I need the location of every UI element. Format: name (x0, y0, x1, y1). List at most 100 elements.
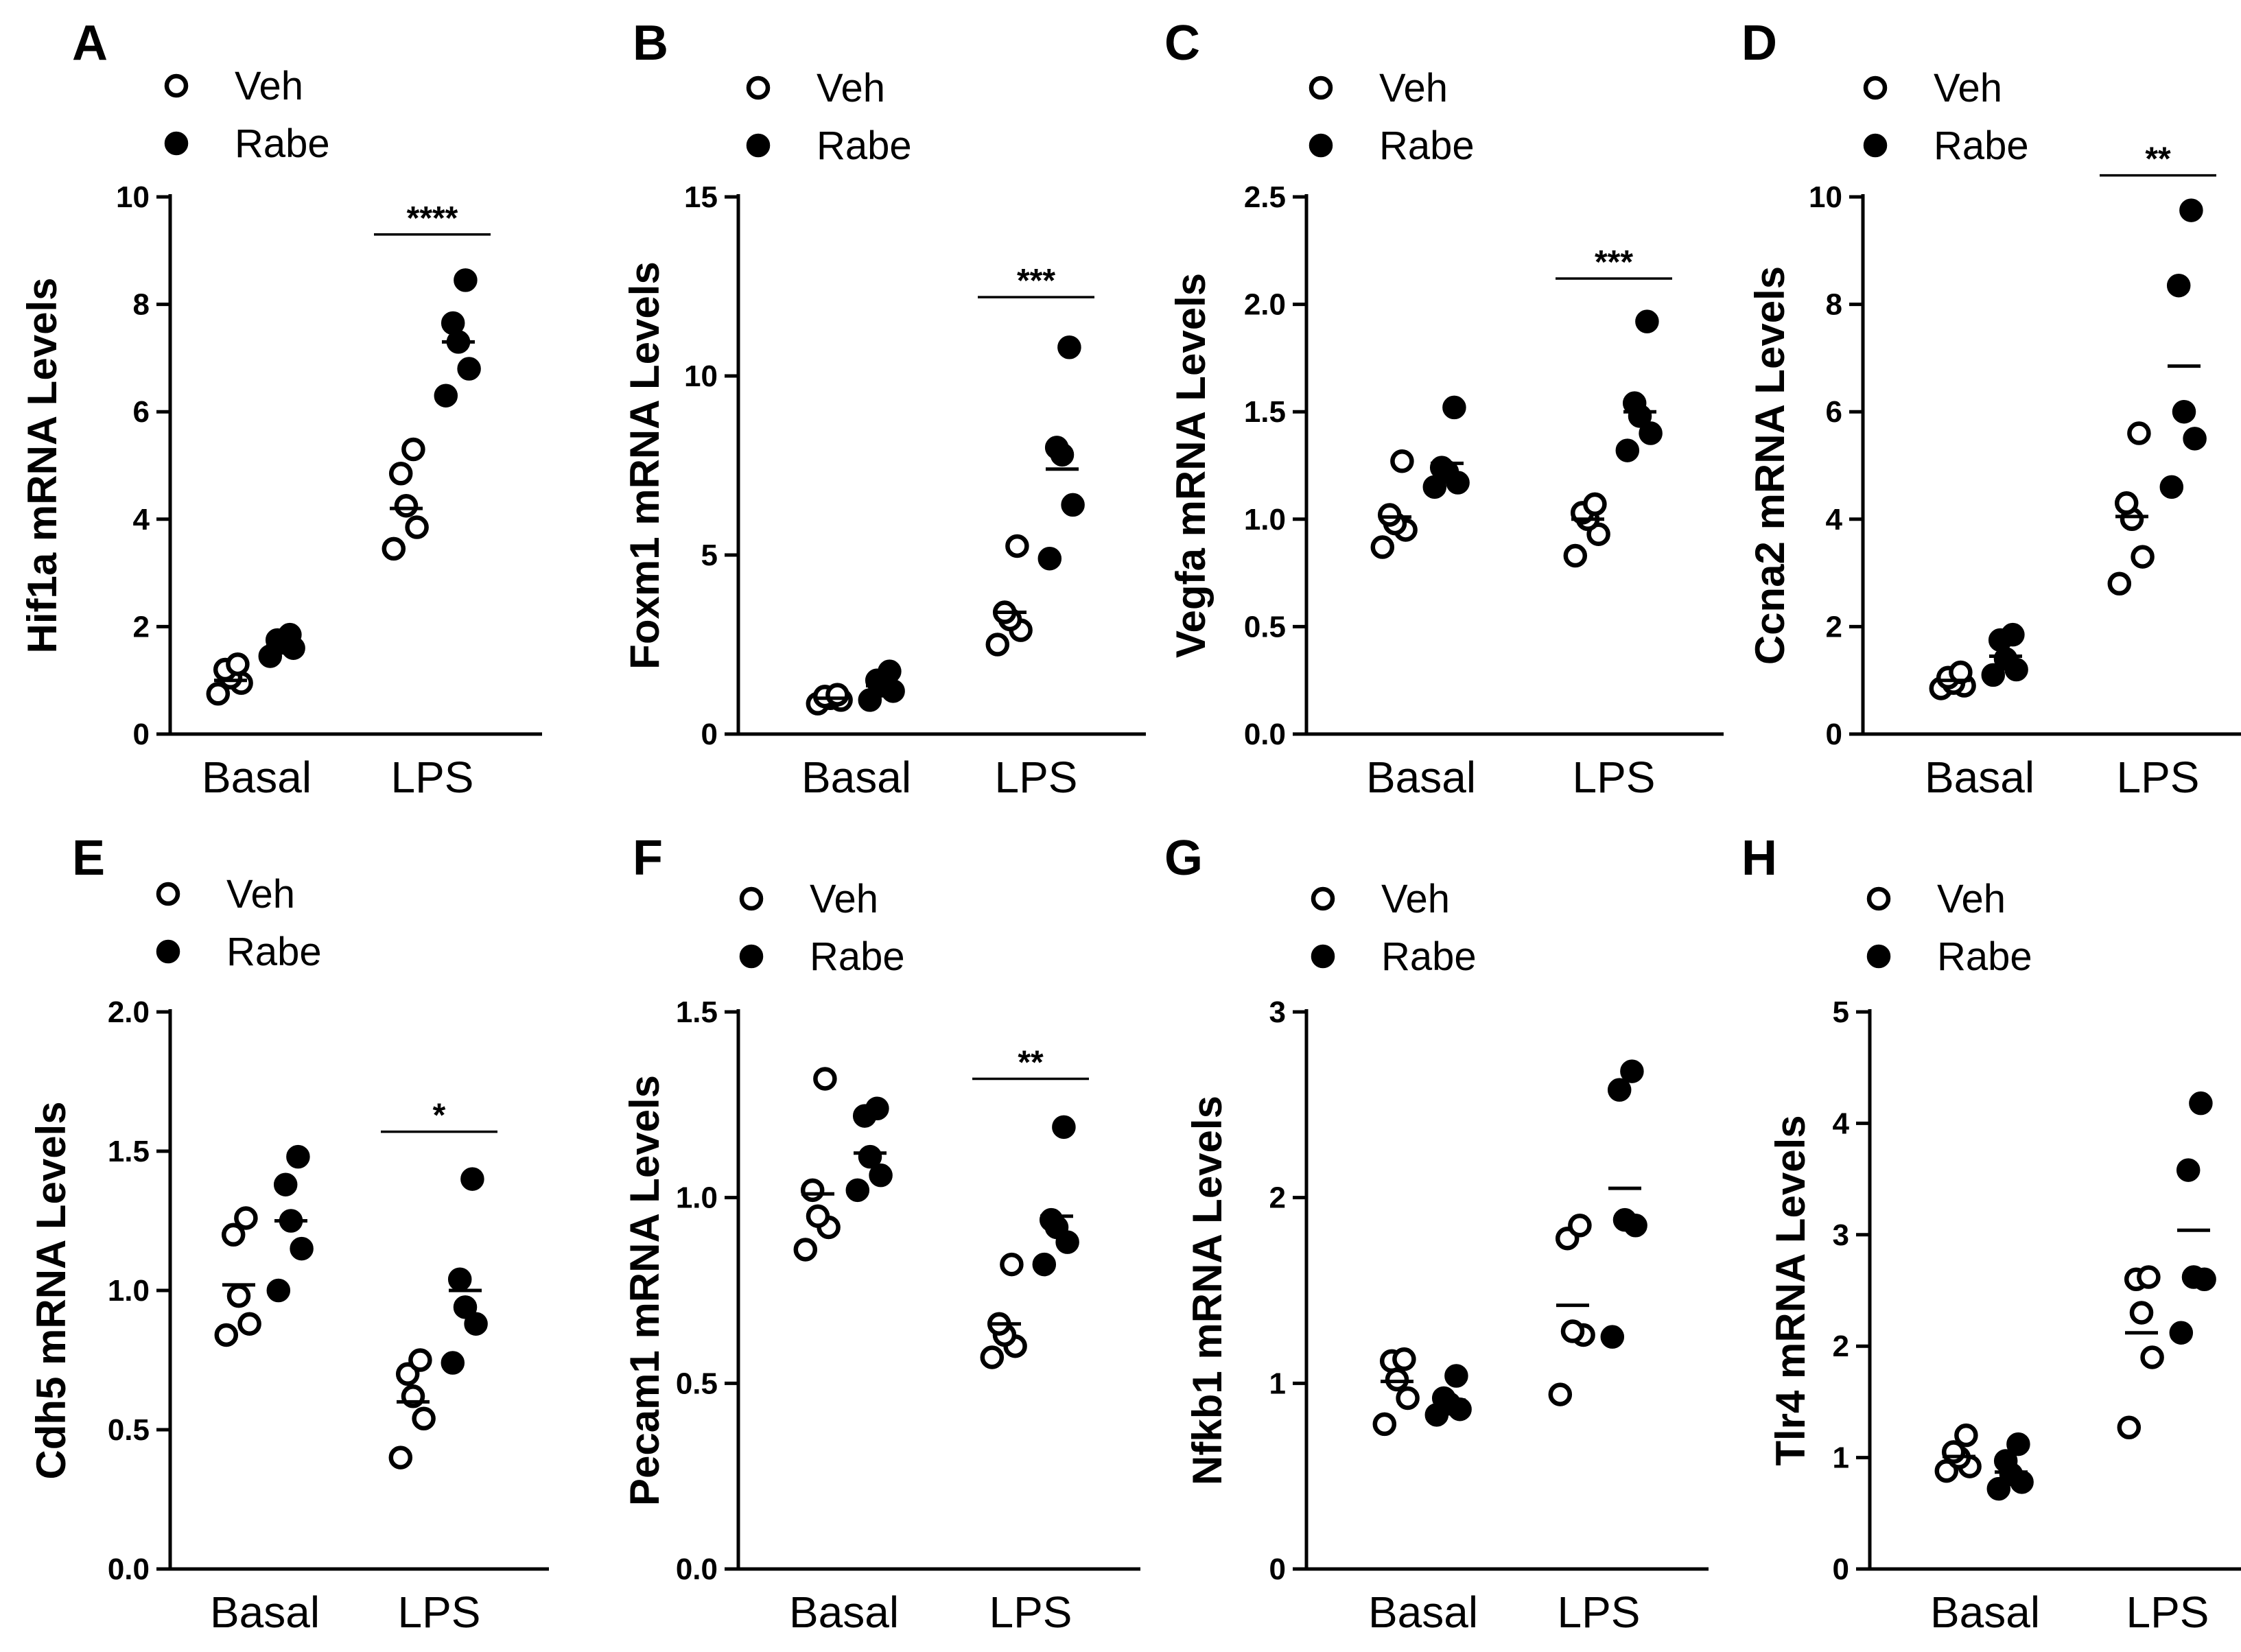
legend-marker-open-circle (156, 882, 180, 906)
data-point (1986, 1476, 2011, 1501)
x-category-label-basal: Basal (801, 753, 911, 802)
data-point (388, 1446, 413, 1470)
data-point (408, 1348, 432, 1372)
data-point (412, 1406, 436, 1431)
data-point (226, 652, 250, 676)
legend-label-rabe: Rabe (1379, 123, 1475, 168)
data-point (290, 1236, 314, 1261)
legend: Veh Rabe (739, 877, 905, 979)
x-category-label-lps: LPS (2117, 753, 2200, 802)
data-point (2114, 491, 2139, 515)
data-point (878, 659, 902, 683)
data-point (382, 536, 406, 561)
x-category-label-lps: LPS (1573, 753, 1656, 802)
y-tick-label: 4 (133, 503, 150, 536)
data-point (1422, 475, 1447, 499)
data-point (405, 515, 429, 539)
data-point (1429, 456, 1454, 480)
series-veh (806, 534, 1033, 716)
legend-label-veh: Veh (1381, 877, 1450, 921)
data-point (457, 357, 481, 381)
data-point (226, 1284, 251, 1308)
y-axis-label: Vegfa mRNA Levels (1168, 273, 1214, 658)
data-point (1639, 421, 1663, 445)
data-point (2140, 1345, 2164, 1369)
y-tick-label: 1.0 (676, 1181, 718, 1215)
x-category-label-basal: Basal (202, 753, 312, 802)
legend-label-veh: Veh (817, 66, 885, 110)
data-point (2131, 545, 2155, 569)
data-point (1442, 395, 1466, 420)
data-point (2127, 421, 2151, 445)
data-point (1583, 492, 1607, 517)
panel-d: D Veh Rabe 0 2 4 6 8 10 Ccna2 mRNA Levels Basal LPS… (1741, 16, 2241, 802)
x-category-label-basal: Basal (1930, 1588, 2040, 1637)
data-point (2006, 1432, 2030, 1456)
legend-label-veh: Veh (235, 64, 303, 108)
x-category-label-basal: Basal (1368, 1588, 1478, 1637)
data-point (1005, 534, 1029, 558)
legend-label-veh: Veh (810, 877, 878, 921)
legend-marker-open-circle (1311, 886, 1335, 911)
data-point (1560, 1319, 1585, 1343)
data-point (1431, 1386, 1456, 1411)
y-tick-label: 10 (1809, 180, 1842, 214)
data-point (221, 1223, 246, 1247)
data-point (1620, 1059, 1644, 1083)
legend-marker-filled-circle (164, 131, 189, 156)
panel-letter: F (633, 831, 663, 886)
x-category-label-basal: Basal (1366, 753, 1476, 802)
data-point (464, 1312, 488, 1336)
y-axis-label: Tlr4 mRNA Levels (1768, 1115, 1814, 1465)
legend-label-rabe: Rabe (1937, 934, 2032, 979)
panel-a: A Veh Rabe 0 2 4 6 8 10 Hif1a mRNA Levels Basal LPS… (19, 16, 542, 802)
data-point (1392, 1347, 1416, 1371)
y-tick-label: 10 (684, 359, 718, 393)
data-point (845, 1178, 870, 1203)
series-veh (1934, 1265, 2164, 1483)
data-point (2107, 571, 2132, 596)
y-axis-label: Cdh5 mRNA Levels (28, 1101, 74, 1479)
y-axis-label: Foxm1 mRNA Levels (622, 261, 668, 670)
panel-h: H Veh Rabe 0 1 2 3 4 5 Tlr4 mRNA Levels Basal LPS (1741, 831, 2241, 1637)
data-point (2181, 1265, 2206, 1289)
data-point (1993, 647, 2018, 671)
x-category-label-basal: Basal (1925, 753, 2034, 802)
legend-marker-open-circle (1863, 75, 1888, 100)
y-tick-label: 4 (1826, 503, 1843, 536)
data-point (1615, 438, 1640, 462)
data-point (394, 493, 419, 518)
data-point (237, 1312, 261, 1336)
data-point (2137, 1265, 2161, 1289)
y-tick-label: 6 (133, 395, 150, 429)
data-point (2179, 198, 2203, 222)
legend-label-rabe: Rabe (1381, 934, 1477, 979)
legend: Veh Rabe (1863, 66, 2029, 168)
data-point (2166, 273, 2191, 298)
series-rabe (1424, 1059, 1647, 1427)
data-point (825, 683, 849, 707)
legend-marker-filled-circle (739, 944, 764, 969)
legend-marker-filled-circle (1863, 133, 1888, 158)
panel-letter: G (1164, 831, 1203, 886)
data-point (2117, 1415, 2142, 1440)
panel-e: E Veh Rabe 0.0 0.5 1.0 1.5 2.0 Cdh5 mRNA Levels B… (28, 831, 549, 1637)
series-veh (206, 437, 429, 706)
data-point (1044, 436, 1069, 460)
y-tick-label: 3 (1269, 995, 1286, 1029)
legend-label-rabe: Rabe (235, 121, 330, 166)
series-rabe (1981, 198, 2207, 687)
series-veh (1372, 1214, 1595, 1437)
x-category-label-lps: LPS (391, 753, 474, 802)
series-rabe (1986, 1091, 2216, 1501)
y-tick-label: 2 (1833, 1330, 1849, 1363)
data-point (1377, 503, 1402, 527)
y-tick-label: 0 (1833, 1553, 1849, 1586)
y-tick-label: 6 (1826, 395, 1842, 429)
data-point (388, 461, 413, 486)
legend: Veh Rabe (156, 872, 322, 974)
data-point (286, 1144, 310, 1169)
data-point (1954, 1423, 1978, 1448)
legend-label-veh: Veh (1937, 877, 2006, 921)
